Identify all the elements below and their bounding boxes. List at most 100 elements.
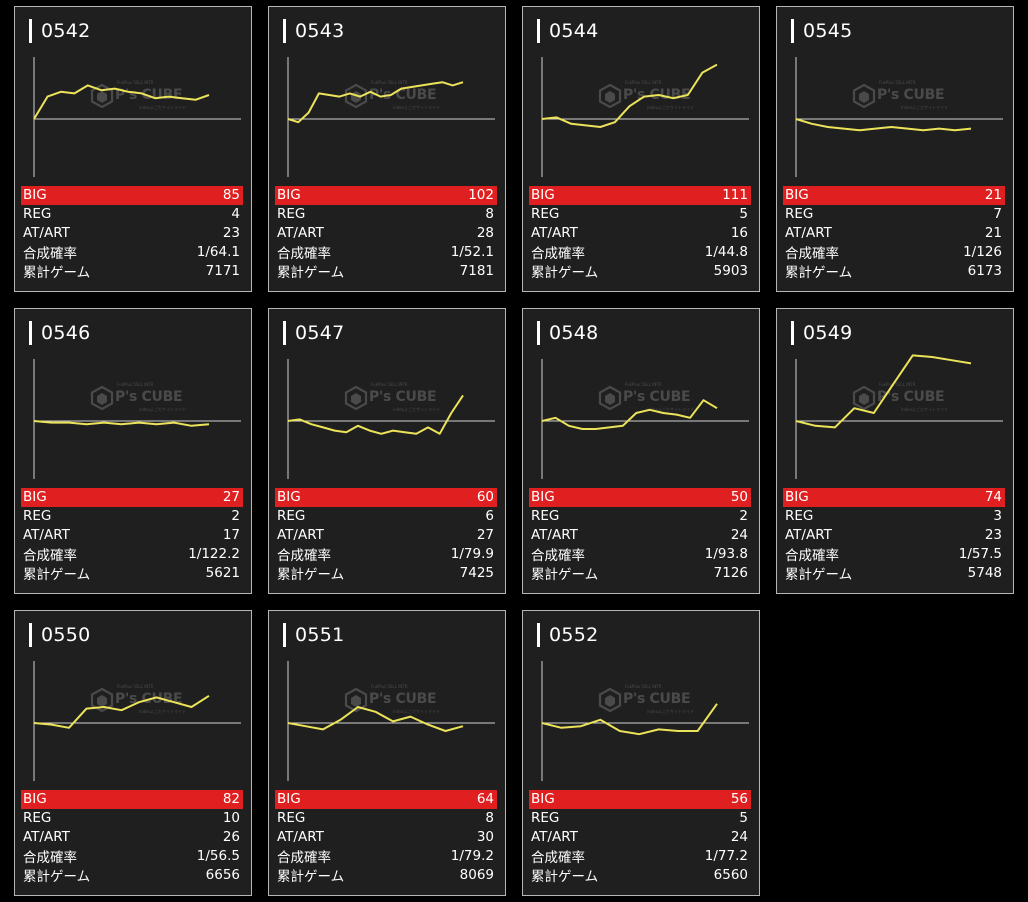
series-line [795,118,972,132]
reg-value: 3 [993,508,1002,525]
reg-value: 5 [739,206,748,223]
title-marker [537,623,540,647]
machine-card-0542[interactable]: 0542 FukPlus 5SLL INTR P's CUBE indexよごだ… [14,6,252,292]
slump-chart [33,359,241,479]
prob-label: 合成確率 [23,245,77,262]
prob-row: 合成確率 1/122.2 [21,544,243,564]
big-value: 21 [984,187,1002,204]
slump-graph: FukPlus 5SLL INTR P's CUBE indexよごだサイトマイ… [537,49,751,177]
games-label: 累計ゲーム [277,566,345,583]
atart-value: 27 [476,526,494,543]
series-line [541,703,718,736]
atart-row: AT/ART 28 [275,224,497,243]
machine-card-0545[interactable]: 0545 FukPlus 5SLL INTR P's CUBE indexよごだ… [776,6,1014,292]
series-line [33,694,210,729]
stats-table: BIG 50 REG 2 AT/ART 24 合成確率 1/93.8 累計ゲーム… [529,488,751,583]
prob-row: 合成確率 1/64.1 [21,242,243,262]
big-row: BIG 50 [529,488,751,507]
machine-card-0546[interactable]: 0546 FukPlus 5SLL INTR P's CUBE indexよごだ… [14,308,252,594]
atart-row: AT/ART 23 [21,224,243,243]
games-label: 累計ゲーム [531,264,599,281]
big-row: BIG 85 [21,186,243,205]
reg-row: REG 5 [529,809,751,828]
stats-table: BIG 102 REG 8 AT/ART 28 合成確率 1/52.1 累計ゲー… [275,186,497,281]
atart-value: 23 [984,526,1002,543]
machine-card-0551[interactable]: 0551 FukPlus 5SLL INTR P's CUBE indexよごだ… [268,610,506,896]
slump-graph: FukPlus 5SLL INTR P's CUBE indexよごだサイトマイ… [791,49,1005,177]
games-value: 7171 [205,262,240,279]
slump-chart [33,661,241,781]
games-value: 6560 [713,866,748,883]
stats-table: BIG 85 REG 4 AT/ART 23 合成確率 1/64.1 累計ゲーム… [21,186,243,281]
prob-label: 合成確率 [277,245,331,262]
series-line [287,394,464,435]
reg-row: REG 2 [529,507,751,526]
machine-number: 0546 [41,322,91,344]
games-label: 累計ゲーム [531,868,599,885]
machine-number: 0543 [295,20,345,42]
atart-value: 26 [222,828,240,845]
prob-row: 合成確率 1/44.8 [529,242,751,262]
prob-value: 1/44.8 [704,243,748,260]
machine-card-0544[interactable]: 0544 FukPlus 5SLL INTR P's CUBE indexよごだ… [522,6,760,292]
games-value: 5903 [713,262,748,279]
atart-label: AT/ART [785,526,832,543]
atart-value: 24 [730,828,748,845]
atart-value: 21 [984,224,1002,241]
series-line [33,420,210,427]
reg-row: REG 6 [275,507,497,526]
slump-graph: FukPlus 5SLL INTR P's CUBE indexよごだサイトマイ… [791,351,1005,479]
machine-number: 0545 [803,20,853,42]
slump-chart [541,661,749,781]
stats-table: BIG 111 REG 5 AT/ART 16 合成確率 1/44.8 累計ゲー… [529,186,751,281]
reg-row: REG 10 [21,809,243,828]
prob-value: 1/57.5 [958,545,1002,562]
prob-row: 合成確率 1/77.2 [529,846,751,866]
big-row: BIG 74 [783,488,1005,507]
big-value: 82 [222,791,240,808]
big-label: BIG [277,791,301,808]
prob-row: 合成確率 1/56.5 [21,846,243,866]
title-marker [283,19,286,43]
machine-card-0550[interactable]: 0550 FukPlus 5SLL INTR P's CUBE indexよごだ… [14,610,252,896]
atart-value: 28 [476,224,494,241]
reg-value: 7 [993,206,1002,223]
title-marker [283,623,286,647]
big-label: BIG [785,489,809,506]
slump-graph: FukPlus 5SLL INTR P's CUBE indexよごだサイトマイ… [283,653,497,781]
games-row: 累計ゲーム 6560 [529,865,751,885]
reg-row: REG 2 [21,507,243,526]
machine-card-0547[interactable]: 0547 FukPlus 5SLL INTR P's CUBE indexよごだ… [268,308,506,594]
machine-card-0543[interactable]: 0543 FukPlus 5SLL INTR P's CUBE indexよごだ… [268,6,506,292]
reg-row: REG 4 [21,205,243,224]
prob-row: 合成確率 1/79.9 [275,544,497,564]
atart-row: AT/ART 23 [783,526,1005,545]
prob-value: 1/122.2 [188,545,240,562]
reg-label: REG [23,508,52,525]
big-label: BIG [531,489,555,506]
card-header: 0545 [791,16,853,46]
prob-label: 合成確率 [277,849,331,866]
reg-value: 4 [231,206,240,223]
big-value: 111 [722,187,748,204]
big-label: BIG [277,489,301,506]
machine-card-0549[interactable]: 0549 FukPlus 5SLL INTR P's CUBE indexよごだ… [776,308,1014,594]
stats-table: BIG 60 REG 6 AT/ART 27 合成確率 1/79.9 累計ゲーム… [275,488,497,583]
games-value: 7181 [459,262,494,279]
reg-row: REG 7 [783,205,1005,224]
reg-label: REG [277,206,306,223]
prob-row: 合成確率 1/79.2 [275,846,497,866]
machine-card-0552[interactable]: 0552 FukPlus 5SLL INTR P's CUBE indexよごだ… [522,610,760,896]
prob-row: 合成確率 1/93.8 [529,544,751,564]
machine-card-0548[interactable]: 0548 FukPlus 5SLL INTR P's CUBE indexよごだ… [522,308,760,594]
title-marker [29,623,32,647]
big-value: 27 [222,489,240,506]
atart-label: AT/ART [23,224,70,241]
slump-graph: FukPlus 5SLL INTR P's CUBE indexよごだサイトマイ… [537,351,751,479]
atart-value: 24 [730,526,748,543]
stats-table: BIG 27 REG 2 AT/ART 17 合成確率 1/122.2 累計ゲー… [21,488,243,583]
big-value: 56 [730,791,748,808]
prob-value: 1/79.2 [450,847,494,864]
atart-row: AT/ART 24 [529,828,751,847]
machine-number: 0551 [295,624,345,646]
